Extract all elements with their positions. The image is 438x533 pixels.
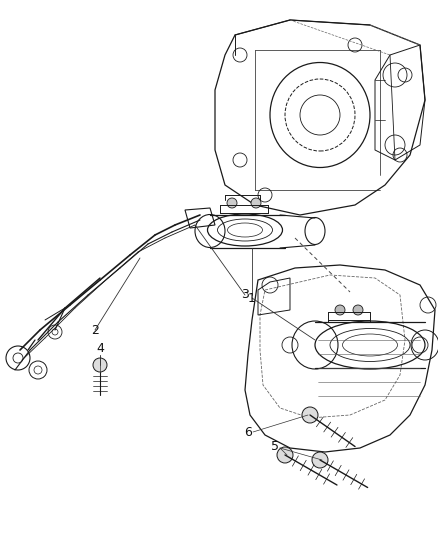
Circle shape <box>227 198 237 208</box>
Text: 5: 5 <box>271 440 279 454</box>
Circle shape <box>335 305 345 315</box>
Circle shape <box>251 198 261 208</box>
Text: 2: 2 <box>91 324 99 336</box>
Circle shape <box>277 447 293 463</box>
Circle shape <box>302 407 318 423</box>
Text: 3: 3 <box>241 288 249 302</box>
Text: 4: 4 <box>96 342 104 354</box>
Circle shape <box>93 358 107 372</box>
Circle shape <box>312 452 328 468</box>
Circle shape <box>353 305 363 315</box>
Text: 6: 6 <box>244 426 252 440</box>
Text: 1: 1 <box>248 292 256 304</box>
